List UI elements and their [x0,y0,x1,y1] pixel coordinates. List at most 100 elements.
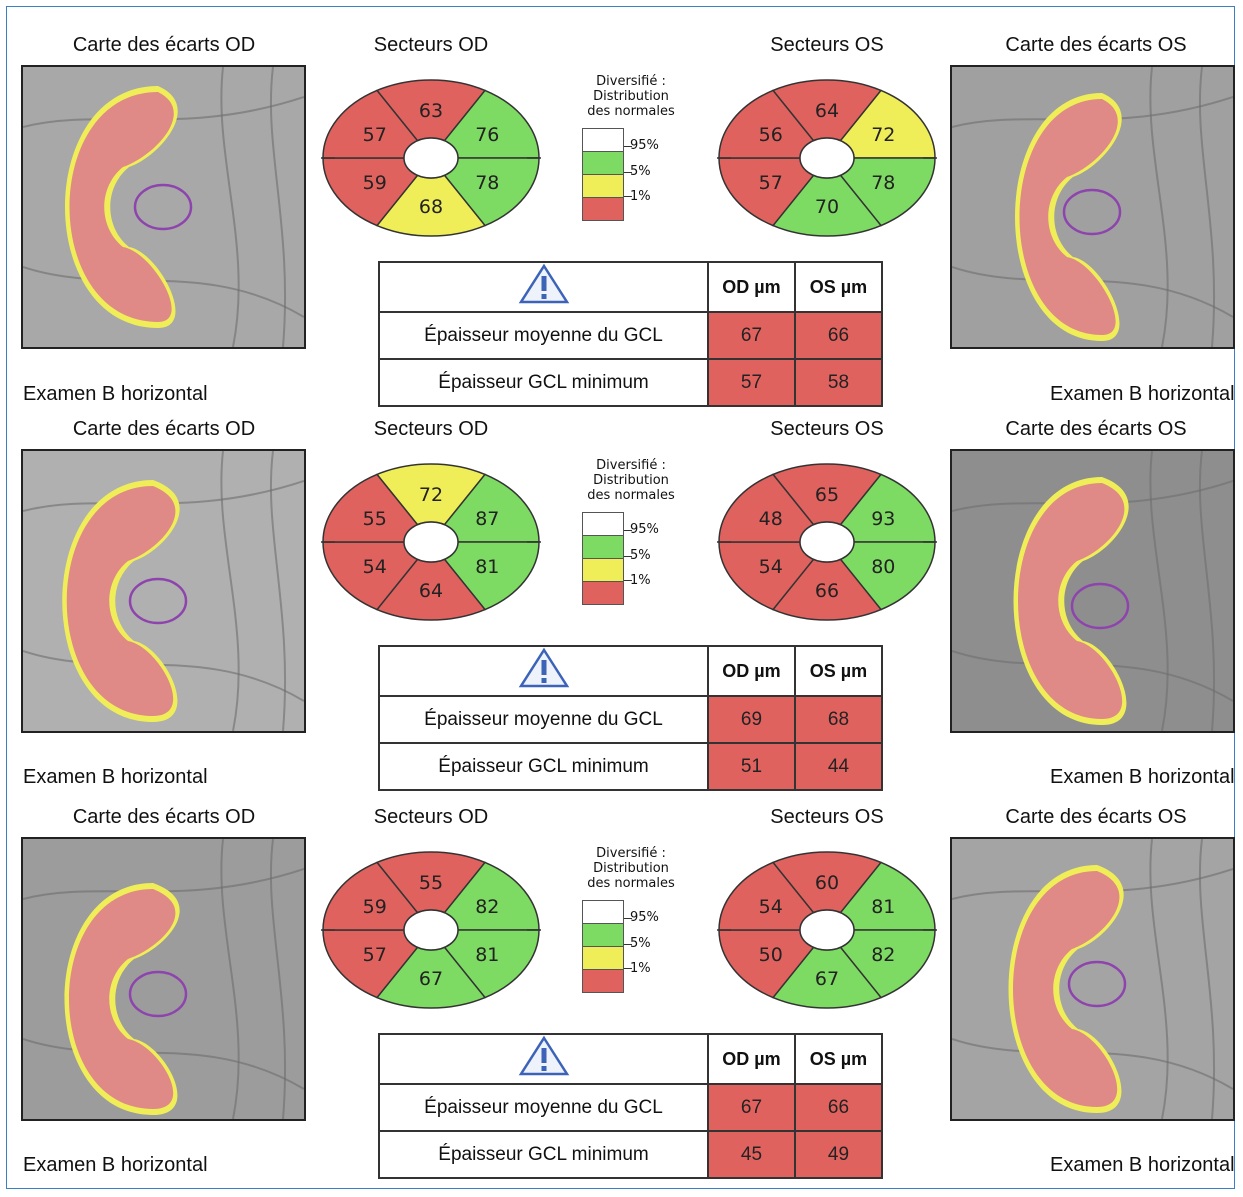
retinal-vessel [220,451,240,731]
legend-p5-label: 5% [630,164,651,179]
retinal-vessel [220,67,240,347]
map-od-title: Carte des écarts OD [72,806,256,828]
os-um-header: OS µm [794,1033,883,1085]
table-row: Épaisseur moyenne du GCL 67 66 [378,1083,883,1132]
min-gcl-od-value: 45 [707,1130,796,1179]
retinal-vessel [23,1038,304,1090]
sector-value: 82 [475,896,499,918]
legend-p1-label: 1% [630,189,651,204]
warning-triangle-icon [518,1035,569,1076]
sector-center [403,909,459,951]
retinal-vessel [1149,451,1169,731]
deviation-map-os-image [950,837,1235,1121]
deviation-map-os-image [950,65,1235,349]
min-gcl-label: Épaisseur GCL minimum [378,1130,709,1179]
legend-p95-label: 95% [630,522,659,537]
panel-1: Carte des écarts OD Secteurs OD Secteurs… [0,0,1243,407]
panel-3: Carte des écarts OD Secteurs OD Secteurs… [0,772,1243,1179]
sector-value: 57 [759,172,783,194]
fovea-circle [133,183,193,231]
legend-tick [624,580,632,581]
sector-value: 68 [419,196,443,218]
table-row: Épaisseur moyenne du GCL 69 68 [378,695,883,744]
legend-p95-label: 95% [630,138,659,153]
fundus-drawing [23,451,304,731]
deviation-area [69,92,174,322]
sector-value: 81 [475,944,499,966]
sectors-os-title: Secteurs OS [770,418,884,440]
table-row: Épaisseur GCL minimum 57 58 [378,358,883,407]
sectors-od-title: Secteurs OD [373,806,489,828]
sector-value: 64 [419,580,443,602]
legend-swatch-green [582,923,624,947]
exam-od-label: Examen B horizontal [23,766,208,788]
exam-os-label: Examen B horizontal [1050,1154,1235,1176]
retinal-vessel [270,839,286,1119]
warning-triangle-icon [518,263,569,304]
warning-cell [378,1033,709,1085]
sector-center [403,137,459,179]
warning-cell [378,261,709,313]
legend-p1-label: 1% [630,961,651,976]
fovea-circle [128,970,188,1018]
sector-value: 55 [419,872,443,894]
legend-swatch-red [582,581,624,605]
retinal-vessel [1199,839,1215,1119]
min-gcl-od-value: 51 [707,742,796,791]
sector-center [799,521,855,563]
deviation-area [69,889,176,1109]
legend-swatch-white [582,900,624,924]
sector-value: 87 [475,508,499,530]
normative-legend: Diversifié : Distribution des normales 9… [576,458,696,608]
os-um-header: OS µm [794,645,883,697]
sector-chart-od: 55 82 81 67 57 59 [321,851,541,1009]
legend-swatch-white [582,128,624,152]
min-gcl-os-value: 49 [794,1130,883,1179]
sector-value: 66 [815,580,839,602]
sector-value: 70 [815,196,839,218]
legend-title-line-3: des normales [587,104,675,119]
mean-gcl-label: Épaisseur moyenne du GCL [378,311,709,360]
retinal-vessel [1149,67,1169,347]
legend-tick [624,918,632,919]
fovea-circle [1070,582,1130,630]
mean-gcl-od-value: 69 [707,695,796,744]
sector-chart-os: 64 72 78 70 57 56 [717,79,937,237]
legend-tick [624,146,632,147]
deviation-map-od-image [21,837,306,1121]
legend-title-line-1: Diversifié : [596,74,666,89]
map-os-title: Carte des écarts OS [1005,806,1187,828]
sectors-od-title: Secteurs OD [373,34,489,56]
mean-gcl-od-value: 67 [707,1083,796,1132]
legend-title-line-3: des normales [587,876,675,891]
normative-legend: Diversifié : Distribution des normales 9… [576,74,696,224]
exam-os-label: Examen B horizontal [1050,383,1235,405]
mean-gcl-os-value: 66 [794,1083,883,1132]
deviation-map-od-image [21,449,306,733]
gcl-thickness-table: OD µm OS µm Épaisseur moyenne du GCL 67 … [378,261,883,407]
retinal-vessel [1149,839,1169,1119]
sector-chart-od: 63 76 78 68 59 57 [321,79,541,237]
sector-value: 54 [363,556,387,578]
retinal-vessel [1199,451,1215,731]
legend-title-line-2: Distribution [593,89,669,104]
table-row: Épaisseur moyenne du GCL 67 66 [378,311,883,360]
sector-value: 57 [363,944,387,966]
retinal-vessel [220,839,240,1119]
od-um-header: OD µm [707,645,796,697]
legend-tick [624,196,632,197]
legend-tick [624,172,632,173]
legend-tick [624,556,632,557]
mean-gcl-label: Épaisseur moyenne du GCL [378,695,709,744]
sector-center [799,909,855,951]
min-gcl-os-value: 44 [794,742,883,791]
panel-2: Carte des écarts OD Secteurs OD Secteurs… [0,384,1243,791]
sector-value: 57 [363,124,387,146]
sector-value: 48 [759,508,783,530]
exam-os-label: Examen B horizontal [1050,766,1235,788]
table-row: Épaisseur GCL minimum 51 44 [378,742,883,791]
mean-gcl-os-value: 68 [794,695,883,744]
min-gcl-os-value: 58 [794,358,883,407]
legend-tick [624,944,632,945]
legend-swatch-green [582,151,624,175]
